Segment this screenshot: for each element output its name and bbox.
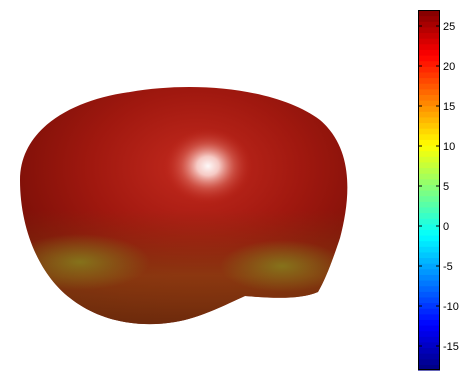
colorbar-band [418,150,440,157]
colorbar-band [418,10,440,17]
colorbar-band [418,116,440,124]
colorbar-band [418,77,440,84]
colorbar-band [418,38,440,45]
colorbar-band [418,364,440,371]
colorbar-band [418,156,440,163]
colorbar-band [418,212,440,219]
surface-specular-highlight [164,128,252,204]
colorbar-band [418,128,440,135]
colorbar-tick-label: -5 [443,261,453,273]
colorbar-band [418,274,440,281]
colorbar-band [418,161,440,169]
colorbar-tick-label: 20 [443,61,455,73]
colorbar-band [418,263,440,270]
colorbar-band [418,280,440,287]
colorbar-band [418,139,440,146]
colorbar-bands [418,10,440,371]
colorbar-band [418,88,440,95]
colorbar-band [418,15,440,22]
colorbar-tick-label: 15 [443,101,455,113]
colorbar-band [418,66,440,73]
colorbar-band [418,257,440,264]
colorbar-band [418,347,440,354]
colorbar-band [418,308,440,315]
colorbar-band [418,229,440,236]
colorbar-band [418,240,440,247]
colorbar-band [418,60,440,67]
colorbar-band [418,341,440,349]
colorbar-band [418,94,440,101]
colorbar-band [418,122,440,129]
colorbar-band [418,302,440,309]
colorbar-band [418,184,440,191]
colorbar-band [418,71,440,79]
colorbar-band [418,105,440,112]
colorbar-band [418,336,440,343]
colorbar-band [418,32,440,39]
surface-lower-right-patch [220,240,344,292]
colorbar-band [418,268,440,275]
colorbar-band [418,133,440,140]
colorbar-tick-label: 10 [443,141,455,153]
colorbar-band [418,190,440,197]
colorbar-band [418,26,440,34]
colorbar-band [418,83,440,90]
colorbar-tick-label: 5 [443,181,449,193]
colorbar-band [418,100,440,107]
colorbar-band [418,325,440,332]
colorbar-tick-label: 25 [443,21,455,33]
colorbar-tick-label: 0 [443,221,449,233]
colorbar-band [418,167,440,174]
colorbar-band [418,223,440,230]
colorbar-band [418,49,440,56]
colorbar-band [418,330,440,337]
surface-lower-left-patch [20,234,150,290]
colorbar-band [418,145,440,152]
colorbar-tick-label: -10 [443,301,459,313]
colorbar: 25 20 15 10 5 0 -5 -10 -15 [418,10,459,371]
colorbar-band [418,313,440,320]
colorbar-band [418,173,440,180]
colorbar-band [418,291,440,298]
surface-plot [20,87,348,325]
colorbar-ticks: 25 20 15 10 5 0 -5 -10 -15 [418,21,459,353]
colorbar-band [418,43,440,50]
colorbar-band [418,246,440,253]
colorbar-band [418,195,440,202]
colorbar-tick-label: -15 [443,341,459,353]
colorbar-frame [418,10,440,370]
colorbar-band [418,296,440,304]
colorbar-band [418,178,440,185]
colorbar-band [418,235,440,242]
colorbar-band [418,353,440,360]
colorbar-band [418,218,440,225]
colorbar-band [418,206,440,214]
colorbar-band [418,201,440,208]
colorbar-band [418,111,440,118]
colorbar-band [418,319,440,326]
colorbar-band [418,21,440,28]
colorbar-band [418,285,440,292]
colorbar-band [418,358,440,365]
colorbar-band [418,251,440,259]
colorbar-band [418,55,440,62]
